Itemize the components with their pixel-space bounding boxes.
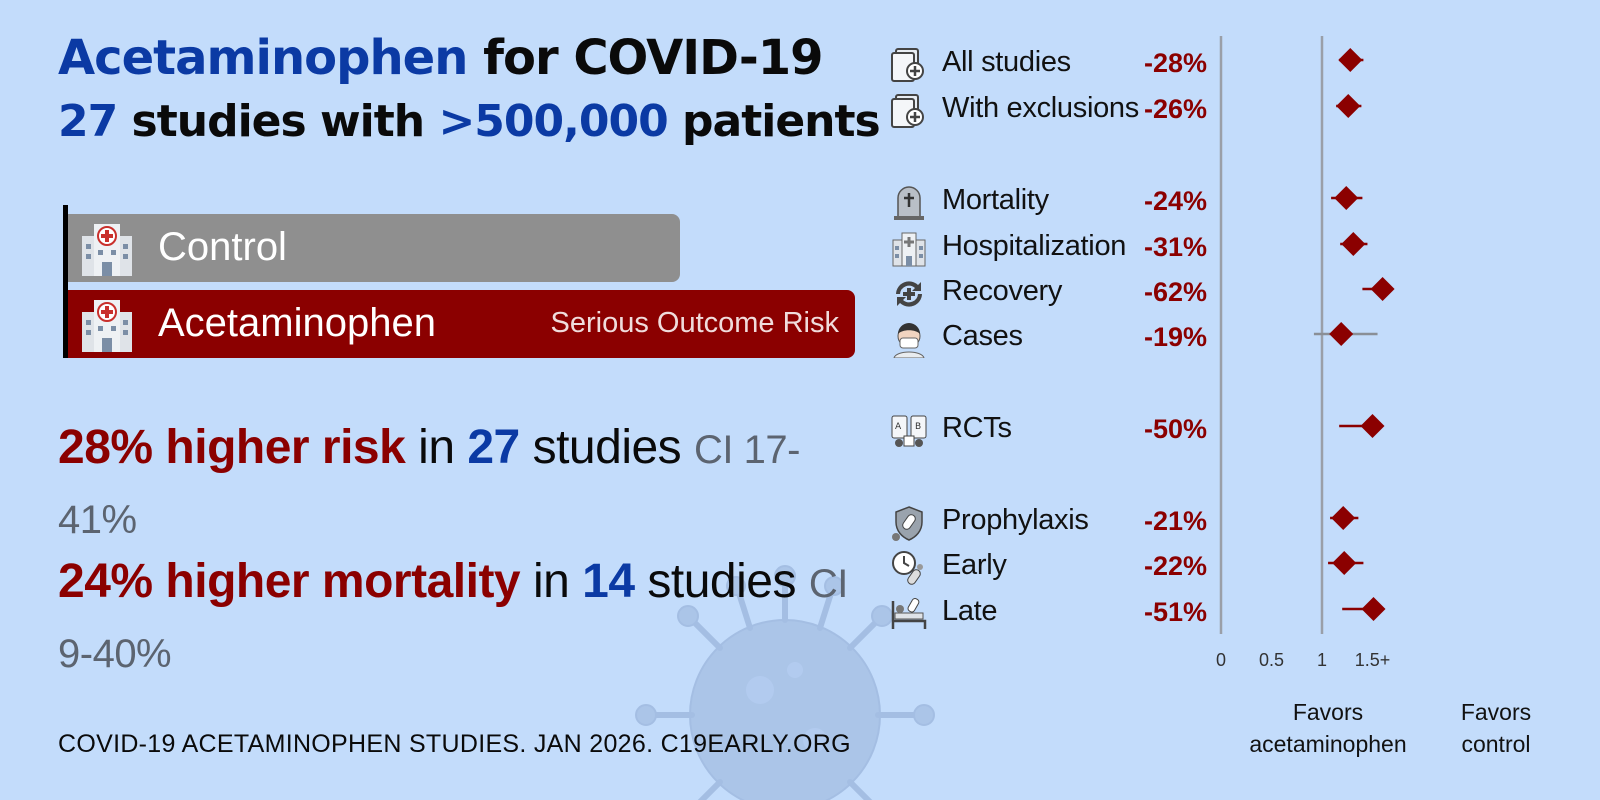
subtitle-patients-num: >500,000 bbox=[438, 96, 668, 147]
hospital-icon bbox=[82, 300, 132, 352]
forest-row-percent: -31% bbox=[1144, 232, 1208, 262]
shield-virus-icon bbox=[892, 506, 923, 541]
control-bar: Control bbox=[68, 214, 680, 282]
forest-plot: 0 0.5 1 1.5+ bbox=[1216, 36, 1395, 670]
stat-studies: studies bbox=[519, 421, 695, 474]
forest-row: Cases -19% bbox=[890, 318, 1220, 358]
masked-person-icon bbox=[893, 323, 925, 358]
forest-row: A B RCTs -50% bbox=[890, 410, 1220, 450]
forest-row: Hospitalization -31% bbox=[890, 228, 1220, 268]
forest-row: With exclusions -26% bbox=[890, 90, 1220, 130]
effect-estimate-marker bbox=[1360, 414, 1385, 438]
bar-baseline bbox=[63, 205, 68, 358]
tombstone-icon bbox=[894, 186, 924, 220]
stat-mortality: 24% higher mortality in 14 studies CI 9-… bbox=[58, 548, 858, 688]
forest-row-percent: -50% bbox=[1144, 414, 1208, 444]
treatment-bar: Acetaminophen Serious Outcome Risk bbox=[68, 290, 855, 358]
forest-row-percent: -22% bbox=[1144, 551, 1208, 581]
svg-text:B: B bbox=[915, 422, 921, 432]
effect-estimate-marker bbox=[1332, 551, 1357, 575]
stat-ci: CI 17-41% bbox=[58, 428, 800, 542]
stat-count: 27 bbox=[467, 421, 520, 474]
effect-estimate-marker bbox=[1341, 232, 1366, 256]
x-tick-label: 1.5+ bbox=[1355, 650, 1391, 670]
favors-left-label: Favors acetaminophen bbox=[1249, 699, 1407, 757]
subtitle-count: 27 bbox=[58, 96, 118, 147]
effect-estimate-marker bbox=[1329, 322, 1354, 346]
hospital-bed-icon bbox=[891, 598, 927, 629]
favors-right-label: Favors control bbox=[1460, 699, 1532, 757]
outcome-label: Serious Outcome Risk bbox=[550, 307, 840, 339]
stat-studies: studies bbox=[634, 555, 809, 608]
forest-row-label: Mortality bbox=[942, 184, 1049, 216]
page-title: Acetaminophen for COVID-19 bbox=[58, 30, 824, 86]
forest-row-percent: -28% bbox=[1144, 48, 1208, 78]
forest-row-percent: -26% bbox=[1144, 94, 1208, 124]
forest-row-label: With exclusions bbox=[942, 92, 1139, 124]
x-tick-label: 0 bbox=[1216, 650, 1226, 670]
control-label: Control bbox=[158, 225, 287, 269]
study-document-icon bbox=[891, 48, 924, 82]
effect-estimate-marker bbox=[1334, 186, 1359, 210]
stat-overall: 28% higher risk in 27 studies CI 17-41% bbox=[58, 414, 858, 554]
treatment-label: Acetaminophen bbox=[158, 301, 436, 345]
forest-row-label: Cases bbox=[942, 320, 1023, 352]
effect-estimate-marker bbox=[1361, 597, 1386, 621]
title-drug: Acetaminophen bbox=[58, 30, 468, 86]
forest-row: All studies -28% bbox=[890, 44, 1220, 84]
effect-estimate-marker bbox=[1336, 94, 1361, 118]
page-subtitle: 27 studies with >500,000 patients bbox=[58, 96, 881, 147]
forest-row: Late -51% bbox=[890, 593, 1220, 633]
effect-estimate-marker bbox=[1338, 48, 1363, 72]
forest-row-label: Late bbox=[942, 595, 998, 627]
forest-row-label: All studies bbox=[942, 46, 1071, 78]
x-tick-label: 0.5 bbox=[1259, 650, 1284, 670]
forest-row: Prophylaxis -21% bbox=[890, 502, 1220, 542]
forest-row: Recovery -62% bbox=[890, 273, 1220, 313]
forest-row-percent: -19% bbox=[1144, 322, 1208, 352]
stat-count: 14 bbox=[582, 555, 635, 608]
stat-ci: CI 9-40% bbox=[58, 562, 848, 676]
forest-row-label: Recovery bbox=[942, 275, 1063, 307]
svg-text:A: A bbox=[895, 422, 902, 432]
effect-estimate-marker bbox=[1331, 506, 1356, 530]
clock-pill-icon bbox=[892, 551, 923, 585]
forest-row-percent: -62% bbox=[1144, 277, 1208, 307]
stat-effect: 28% higher risk bbox=[58, 421, 406, 474]
forest-row-label: Early bbox=[942, 549, 1007, 581]
x-tick-label: 1 bbox=[1317, 650, 1327, 670]
subtitle-studies-with: studies with bbox=[117, 96, 439, 147]
forest-row-label: Prophylaxis bbox=[942, 504, 1089, 536]
hospital-building-icon bbox=[892, 232, 926, 267]
stat-in: in bbox=[405, 421, 468, 474]
recovery-cycle-icon bbox=[896, 281, 922, 307]
stat-effect: 24% higher mortality bbox=[58, 555, 521, 608]
footer-source: COVID-19 ACETAMINOPHEN STUDIES. JAN 2026… bbox=[58, 730, 851, 758]
forest-row: Mortality -24% bbox=[890, 182, 1220, 222]
stat-in: in bbox=[520, 555, 583, 608]
forest-row-label: Hospitalization bbox=[942, 230, 1127, 262]
effect-estimate-marker bbox=[1370, 277, 1395, 301]
hospital-icon bbox=[82, 224, 132, 276]
forest-row: Early -22% bbox=[890, 547, 1220, 587]
forest-row-label: RCTs bbox=[942, 412, 1012, 444]
forest-row-percent: -51% bbox=[1144, 597, 1208, 627]
study-document-icon bbox=[891, 94, 924, 128]
title-rest: for COVID-19 bbox=[467, 30, 823, 86]
forest-row-percent: -24% bbox=[1144, 186, 1208, 216]
forest-row-percent: -21% bbox=[1144, 506, 1208, 536]
subtitle-patients-word: patients bbox=[667, 96, 881, 147]
